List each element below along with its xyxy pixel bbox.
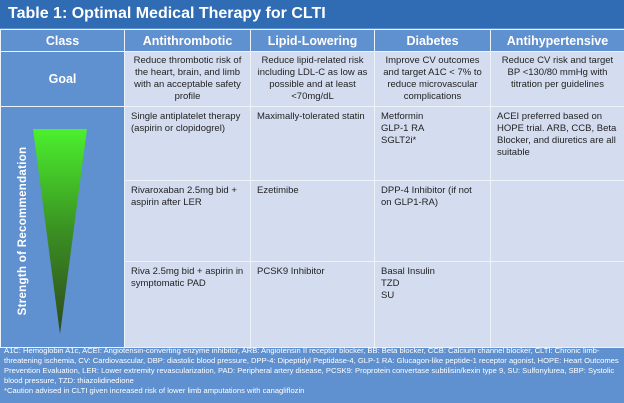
strength-triangle-icon	[33, 129, 87, 334]
abbreviations: A1C: Hemoglobin A1c, ACEI: Angiotensin-c…	[4, 346, 619, 385]
header-antithrombotic: Antithrombotic	[124, 29, 251, 52]
goal-label: Goal	[0, 51, 125, 107]
drug: DPP-4 Inhibitor (if not on GLP1-RA)	[381, 185, 472, 208]
strength-column: Strength of Recommendation	[0, 106, 125, 348]
cell-antihypertensive	[490, 180, 624, 262]
header-lipid-lowering: Lipid-Lowering	[250, 29, 375, 52]
cell-lipid: Ezetimibe	[250, 180, 375, 262]
header-diabetes: Diabetes	[374, 29, 491, 52]
therapy-table: Class Antithrombotic Lipid-Lowering Diab…	[0, 29, 624, 348]
drug: GLP-1 RA	[381, 123, 425, 134]
goal-diabetes: Improve CV outcomes and target A1C < 7% …	[374, 51, 491, 107]
table-row: Rivaroxaban 2.5mg bid + aspirin after LE…	[1, 180, 624, 262]
cell-diabetes: Basal Insulin TZD SU	[374, 261, 491, 348]
cell-lipid: Maximally-tolerated statin	[250, 106, 375, 181]
goal-antihypertensive: Reduce CV risk and target BP <130/80 mmH…	[490, 51, 624, 107]
goal-row: Goal Reduce thrombotic risk of the heart…	[0, 51, 624, 107]
cell-antihypertensive	[490, 261, 624, 348]
goal-lipid: Reduce lipid-related risk including LDL-…	[250, 51, 375, 107]
cell-antihypertensive: ACEI preferred based on HOPE trial. ARB,…	[490, 106, 624, 181]
header-class: Class	[0, 29, 125, 52]
cell-diabetes: DPP-4 Inhibitor (if not on GLP1-RA)	[374, 180, 491, 262]
drug: TZD	[381, 278, 400, 289]
strength-label: Strength of Recommendation	[17, 146, 29, 316]
cell-antithrombotic: Single antiplatelet therapy (aspirin or …	[124, 106, 251, 181]
drug: Metformin	[381, 111, 424, 122]
drug: SU	[381, 290, 395, 301]
table-title: Table 1: Optimal Medical Therapy for CLT…	[0, 0, 624, 28]
caution-note: *Caution advised in CLTI given increased…	[4, 386, 305, 395]
header-antihypertensive: Antihypertensive	[490, 29, 624, 52]
cell-antithrombotic: Rivaroxaban 2.5mg bid + aspirin after LE…	[124, 180, 251, 262]
header-row: Class Antithrombotic Lipid-Lowering Diab…	[0, 29, 624, 52]
cell-lipid: PCSK9 Inhibitor	[250, 261, 375, 348]
footnote: A1C: Hemoglobin A1c, ACEI: Angiotensin-c…	[4, 346, 620, 396]
table-row: Riva 2.5mg bid + aspirin in symptomatic …	[1, 261, 624, 348]
drug: Basal Insulin	[381, 266, 435, 277]
goal-antithrombotic: Reduce thrombotic risk of the heart, bra…	[124, 51, 251, 107]
table-row: Strength of Recommendation Single antipl…	[0, 106, 624, 348]
cell-diabetes: Metformin GLP-1 RA SGLT2i*	[374, 106, 491, 181]
drug: SGLT2i*	[381, 135, 417, 146]
cell-antithrombotic: Riva 2.5mg bid + aspirin in symptomatic …	[124, 261, 251, 348]
